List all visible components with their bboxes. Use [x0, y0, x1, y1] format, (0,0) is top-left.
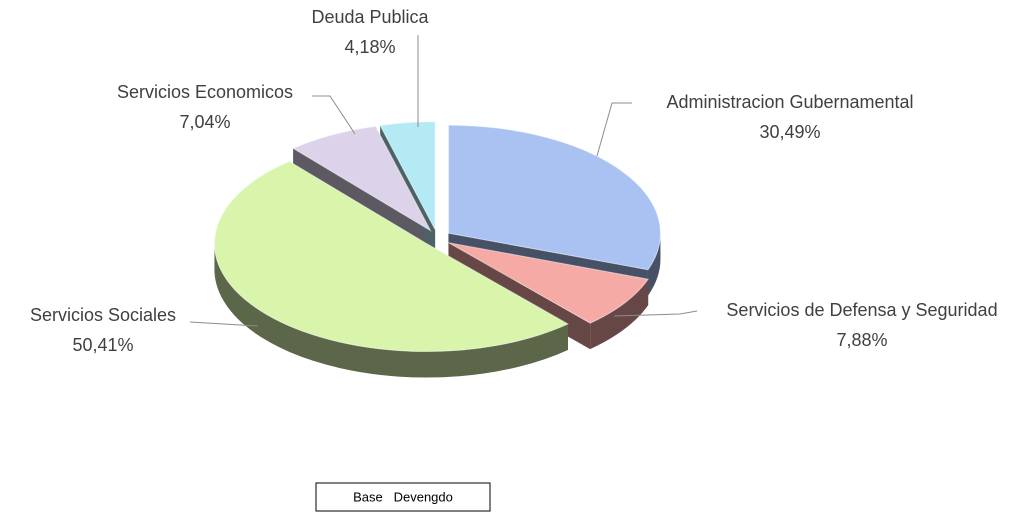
slice	[213, 160, 570, 353]
category-label: Servicios de Defensa y Seguridad	[726, 300, 997, 320]
slice-side	[214, 243, 568, 378]
slice	[448, 242, 649, 324]
leader-line	[189, 321, 259, 327]
value-label: 7,04%	[179, 112, 230, 132]
annotation-box	[315, 482, 491, 512]
category-label: Administracion Gubernamental	[666, 92, 913, 112]
slice	[292, 125, 432, 232]
category-label: Servicios Economicos	[117, 82, 293, 102]
value-label: 30,49%	[759, 122, 820, 142]
pie-tops	[213, 121, 661, 353]
slice-side	[590, 279, 649, 350]
leader-line	[596, 102, 632, 157]
labels: Administracion Gubernamental 30,49% Servic…	[30, 7, 998, 355]
slice-side	[647, 233, 661, 296]
annotation: Base Devengdo	[353, 489, 453, 504]
slice	[447, 124, 661, 271]
category-label: Deuda Publica	[311, 7, 429, 27]
leader-line	[312, 95, 356, 135]
value-label: 50,41%	[72, 335, 133, 355]
leader-line	[613, 310, 698, 317]
slice	[379, 121, 436, 230]
category-label: Servicios Sociales	[30, 305, 176, 325]
value-label: 4,18%	[344, 37, 395, 57]
value-label: 7,88%	[836, 330, 887, 350]
